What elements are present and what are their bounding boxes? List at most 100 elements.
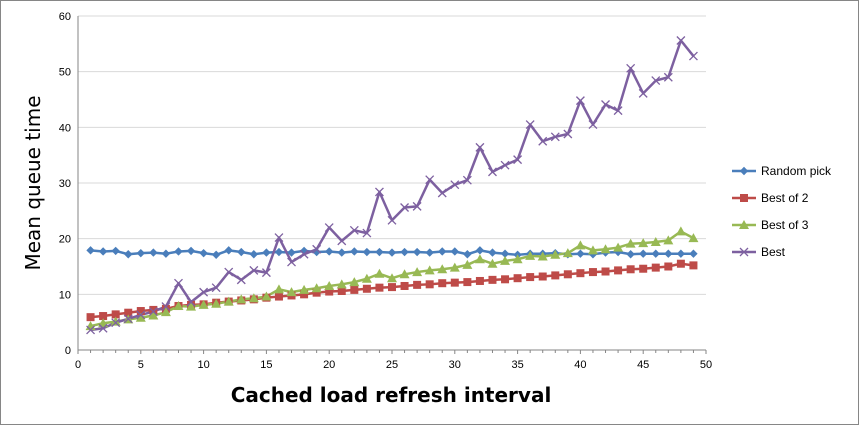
- data-point-best-of-3: [600, 244, 611, 254]
- data-point-best: [525, 120, 535, 130]
- data-point-random-pick: [488, 248, 497, 257]
- data-point-random-pick: [161, 249, 171, 258]
- data-point-best-of-2: [513, 274, 522, 283]
- legend-marker-best-of-2: [740, 194, 748, 202]
- y-tick-label: 60: [59, 11, 71, 23]
- data-point-best: [500, 160, 510, 170]
- data-point-best: [299, 249, 309, 259]
- data-point-best-of-3: [286, 287, 297, 297]
- data-point-best-of-2: [588, 268, 597, 277]
- data-point-best-of-3: [613, 242, 624, 252]
- data-point-best-of-2: [651, 263, 660, 272]
- data-point-best-of-2: [488, 275, 497, 284]
- data-point-best-of-2: [274, 292, 283, 301]
- data-point-best-of-2: [689, 261, 698, 270]
- data-point-best-of-3: [160, 307, 171, 317]
- legend-entry-best-of-2: Best of 2: [732, 191, 809, 205]
- data-point-best: [123, 314, 133, 324]
- data-point-best-of-2: [563, 270, 572, 279]
- data-point-best: [575, 96, 585, 106]
- data-point-random-pick: [98, 247, 108, 256]
- y-tick-label: 10: [59, 289, 71, 301]
- data-point-random-pick: [237, 247, 246, 257]
- data-point-random-pick: [425, 248, 434, 257]
- data-point-random-pick: [676, 249, 686, 258]
- y-tick-label: 30: [59, 178, 71, 190]
- series-points-best-of-2: [86, 259, 698, 322]
- data-point-best-of-2: [86, 313, 95, 322]
- data-point-best-of-3: [525, 250, 536, 260]
- data-point-best-of-3: [500, 255, 511, 265]
- data-point-random-pick: [274, 247, 284, 257]
- data-point-random-pick: [500, 249, 510, 258]
- data-point-best-of-3: [361, 273, 372, 283]
- data-point-random-pick: [186, 246, 196, 256]
- data-point-best: [387, 215, 397, 225]
- y-tick-label: 50: [59, 67, 71, 79]
- data-point-best: [475, 142, 485, 152]
- data-point-best: [148, 307, 158, 317]
- data-point-best-of-3: [311, 283, 322, 293]
- x-axis-title: Cached load refresh interval: [231, 383, 552, 407]
- data-point-random-pick: [337, 248, 346, 257]
- data-point-best: [287, 257, 296, 267]
- data-point-best-of-2: [375, 283, 384, 292]
- data-point-best-of-2: [639, 264, 648, 273]
- data-point-random-pick: [626, 250, 635, 259]
- data-point-best-of-3: [387, 273, 397, 283]
- data-point-best: [174, 278, 183, 288]
- data-point-best: [274, 233, 284, 243]
- data-point-best-of-3: [562, 248, 573, 258]
- data-point-random-pick: [689, 249, 698, 258]
- data-point-best-of-3: [148, 310, 159, 320]
- data-point-best-of-2: [99, 312, 108, 321]
- data-point-best: [626, 63, 636, 73]
- data-point-best-of-3: [424, 265, 435, 275]
- data-point-best-of-2: [551, 271, 560, 280]
- data-point-best: [663, 72, 673, 82]
- data-point-best: [211, 283, 221, 293]
- data-point-best-of-3: [663, 235, 674, 245]
- data-point-best-of-3: [211, 298, 222, 308]
- data-point-best-of-2: [350, 285, 359, 294]
- legend-label-best: Best: [761, 245, 786, 259]
- data-point-best-of-2: [676, 259, 685, 268]
- data-point-best: [98, 323, 108, 333]
- data-point-random-pick: [576, 249, 585, 258]
- x-tick-label: 45: [637, 359, 649, 371]
- x-tick-label: 5: [138, 359, 144, 371]
- data-point-best-of-3: [449, 262, 460, 272]
- data-point-best: [161, 302, 171, 312]
- x-tick-label: 35: [511, 359, 523, 371]
- data-point-best-of-3: [198, 299, 209, 309]
- data-point-best: [450, 180, 460, 190]
- legend-entry-random-pick: Random pick: [732, 164, 832, 178]
- data-point-best-of-2: [111, 310, 120, 319]
- data-point-best-of-3: [512, 254, 523, 264]
- series-points-best: [86, 36, 698, 335]
- data-point-best-of-3: [135, 312, 146, 322]
- tick-labels: 0 10 20 30 40 50 60 0 5 10 15 20 25 30 35 40 45 50: [59, 11, 712, 371]
- data-point-best-of-3: [487, 258, 498, 268]
- data-point-best: [86, 325, 96, 335]
- data-point-random-pick: [224, 246, 233, 255]
- data-point-best-of-3: [537, 251, 548, 261]
- data-point-best-of-3: [587, 245, 598, 255]
- data-point-random-pick: [287, 248, 296, 257]
- x-tick-label: 40: [574, 359, 586, 371]
- data-point-best-of-3: [248, 293, 259, 303]
- data-point-best-of-3: [399, 269, 410, 279]
- data-point-best-of-2: [325, 287, 334, 296]
- data-point-best: [312, 244, 322, 254]
- data-point-random-pick: [174, 247, 183, 256]
- data-point-random-pick: [651, 249, 660, 258]
- y-axis-title: Mean queue time: [21, 95, 45, 270]
- data-point-best-of-3: [675, 226, 686, 236]
- legend-label-best-of-3: Best of 3: [761, 218, 809, 232]
- y-tick-label: 20: [59, 234, 71, 246]
- data-point-best: [651, 76, 661, 86]
- data-point-best-of-2: [312, 288, 321, 297]
- data-point-best-of-2: [124, 308, 133, 317]
- data-point-best-of-2: [425, 280, 434, 289]
